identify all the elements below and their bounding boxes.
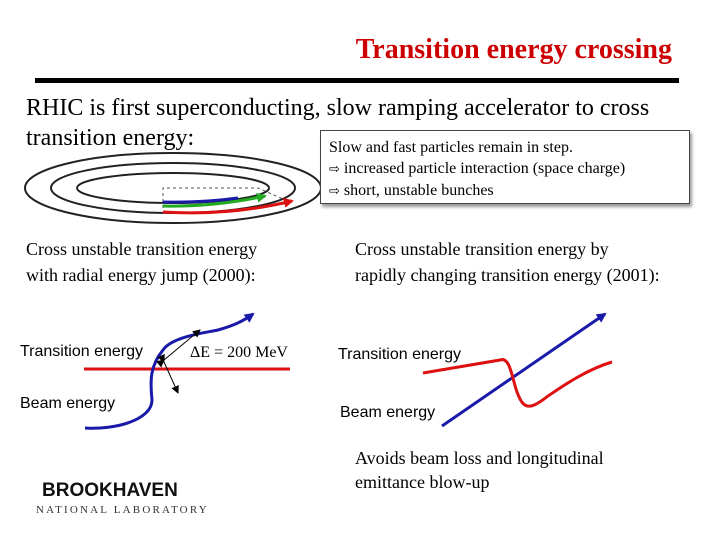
- logo-name: BROOKHAVEN: [42, 480, 178, 501]
- result-line2: emittance blow-up: [355, 472, 490, 492]
- note-line2: increased particle interaction (space ch…: [343, 160, 626, 177]
- right-caption-line2: rapidly changing transition energy (2001…: [355, 265, 660, 285]
- logo-subtitle: NATIONAL LABORATORY: [36, 504, 209, 516]
- right-caption-line1: Cross unstable transition energy by: [355, 239, 609, 259]
- left-beam-label: Beam energy: [20, 395, 116, 412]
- delta-e-label: ΔE = 200 MeV: [190, 344, 288, 361]
- left-panel-caption: Cross unstable transition energy with ra…: [26, 236, 257, 288]
- right-panel-caption: Cross unstable transition energy by rapi…: [355, 236, 660, 288]
- left-panel-curves: [84, 312, 290, 430]
- title-divider: [35, 78, 679, 83]
- page-title: Transition energy crossing: [355, 34, 672, 65]
- left-caption-line2: with radial energy jump (2000):: [26, 265, 256, 285]
- ring-illustration: [24, 152, 322, 224]
- track-green-arrow: [162, 192, 267, 208]
- brookhaven-logo: BROOKHAVEN NATIONAL LABORATORY: [30, 480, 207, 526]
- left-caption-line1: Cross unstable transition energy: [26, 239, 258, 259]
- hollow-arrow-icon: ⇨: [329, 162, 340, 177]
- ring-dashed-guide: [162, 187, 291, 208]
- note-line3: short, unstable bunches: [343, 182, 494, 199]
- note-item-short-bunches: ⇨ short, unstable bunches: [329, 180, 689, 202]
- intro-text-line1: RHIC is first superconducting, slow ramp…: [26, 95, 650, 121]
- note-item-space-charge: ⇨ increased particle interaction (space c…: [329, 158, 689, 180]
- right-transition-curve: [422, 358, 613, 408]
- left-transition-label: Transition energy: [20, 343, 144, 360]
- hollow-arrow-icon: ⇨: [329, 184, 340, 199]
- track-red-arrow: [162, 198, 294, 215]
- intro-text-line2: transition energy:: [26, 125, 195, 151]
- right-transition-label: Transition energy: [338, 346, 462, 363]
- right-panel-curves: [422, 312, 613, 428]
- note-line1: Slow and fast particles remain in step.: [329, 139, 573, 156]
- delta-e-arrow-lower: [157, 353, 179, 394]
- right-beam-line: [441, 312, 607, 428]
- right-beam-label: Beam energy: [340, 404, 436, 421]
- track-blue-arrow: [162, 196, 239, 204]
- note-box: Slow and fast particles remain in step. …: [320, 130, 690, 204]
- result-line1: Avoids beam loss and longitudinal: [355, 448, 604, 468]
- result-text: Avoids beam loss and longitudinal emitta…: [355, 446, 604, 494]
